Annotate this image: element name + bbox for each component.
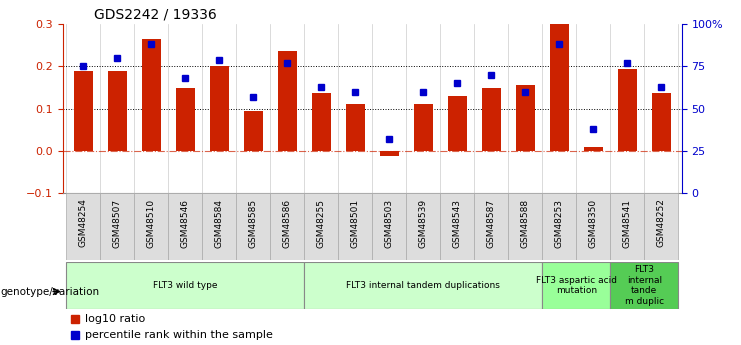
Bar	[108, 71, 127, 151]
Bar	[380, 151, 399, 156]
Text: FLT3 internal tandem duplications: FLT3 internal tandem duplications	[346, 281, 500, 290]
Bar	[611, 262, 678, 309]
Bar	[202, 193, 236, 260]
Text: GSM48588: GSM48588	[521, 199, 530, 248]
Bar	[611, 193, 645, 260]
Bar	[406, 193, 440, 260]
Bar	[346, 105, 365, 151]
Text: percentile rank within the sample: percentile rank within the sample	[84, 330, 273, 340]
Bar	[576, 193, 611, 260]
Bar	[278, 51, 296, 151]
Bar	[74, 71, 93, 151]
Text: GSM48586: GSM48586	[283, 199, 292, 248]
Text: log10 ratio: log10 ratio	[84, 314, 145, 324]
Text: GSM48350: GSM48350	[589, 199, 598, 248]
Bar	[542, 193, 576, 260]
Text: GSM48585: GSM48585	[249, 199, 258, 248]
Bar	[414, 105, 433, 151]
Bar	[134, 193, 168, 260]
Text: GSM48539: GSM48539	[419, 199, 428, 248]
Text: GSM48510: GSM48510	[147, 199, 156, 248]
Bar	[584, 147, 602, 151]
Text: GSM48546: GSM48546	[181, 199, 190, 248]
Text: FLT3 wild type: FLT3 wild type	[153, 281, 218, 290]
Bar	[448, 96, 467, 151]
Bar	[142, 39, 161, 151]
Text: GSM48252: GSM48252	[657, 199, 666, 247]
Bar	[270, 193, 305, 260]
Bar	[372, 193, 406, 260]
Bar	[618, 69, 637, 151]
Text: GSM48587: GSM48587	[487, 199, 496, 248]
Text: GSM48543: GSM48543	[453, 199, 462, 248]
Bar	[168, 193, 202, 260]
Text: GSM48255: GSM48255	[317, 199, 326, 248]
Bar	[339, 193, 372, 260]
Text: GSM48507: GSM48507	[113, 199, 122, 248]
Text: GSM48254: GSM48254	[79, 199, 88, 247]
Bar	[67, 193, 100, 260]
Text: GSM48584: GSM48584	[215, 199, 224, 248]
Bar	[645, 193, 678, 260]
Bar	[176, 88, 195, 151]
Text: FLT3 aspartic acid
mutation: FLT3 aspartic acid mutation	[536, 276, 617, 295]
Bar	[305, 193, 339, 260]
Bar	[67, 262, 305, 309]
Bar	[440, 193, 474, 260]
Bar	[652, 93, 671, 151]
Text: GSM48541: GSM48541	[623, 199, 632, 248]
Bar	[236, 193, 270, 260]
Bar	[210, 66, 229, 151]
Text: GDS2242 / 19336: GDS2242 / 19336	[94, 8, 216, 22]
Bar	[550, 24, 568, 151]
Bar	[305, 262, 542, 309]
Text: FLT3
internal
tande
m duplic: FLT3 internal tande m duplic	[625, 265, 664, 306]
Text: GSM48503: GSM48503	[385, 199, 394, 248]
Bar	[482, 88, 501, 151]
Bar	[100, 193, 134, 260]
Bar	[244, 111, 263, 151]
Text: GSM48253: GSM48253	[555, 199, 564, 248]
Text: GSM48501: GSM48501	[350, 199, 360, 248]
Bar	[312, 93, 330, 151]
Bar	[516, 86, 535, 151]
Text: genotype/variation: genotype/variation	[1, 287, 100, 296]
Bar	[508, 193, 542, 260]
Bar	[542, 262, 611, 309]
Bar	[474, 193, 508, 260]
